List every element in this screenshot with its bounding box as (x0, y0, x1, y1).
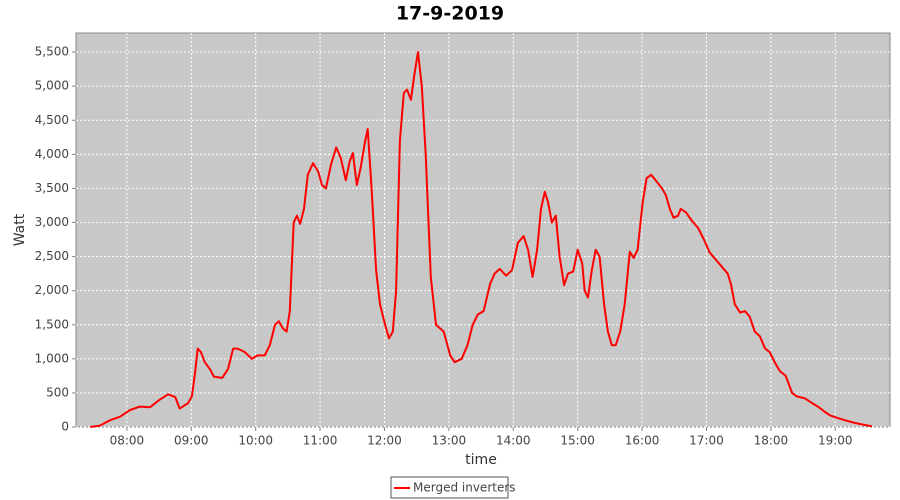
y-tick-label: 2,500 (35, 249, 69, 263)
x-tick-label: 14:00 (496, 434, 531, 448)
x-tick-label: 16:00 (625, 434, 660, 448)
chart-title: 17-9-2019 (396, 3, 504, 25)
legend-label: Merged inverters (413, 481, 516, 495)
y-axis-label: Watt (12, 213, 28, 246)
y-tick-label: 3,000 (35, 215, 69, 229)
y-tick-label: 1,500 (35, 317, 69, 331)
y-tick-label: 3,500 (35, 181, 69, 195)
y-tick-label: 500 (46, 385, 69, 399)
x-tick-label: 08:00 (110, 434, 145, 448)
plot-area (75, 32, 891, 428)
y-tick-label: 2,000 (35, 283, 69, 297)
y-tick-label: 5,000 (35, 79, 69, 93)
legend (390, 476, 509, 499)
data-line (90, 51, 873, 428)
x-tick-label: 17:00 (689, 434, 724, 448)
y-tick-label: 1,000 (35, 351, 69, 365)
y-tick-label: 5,500 (35, 45, 69, 59)
x-tick-label: 15:00 (560, 434, 595, 448)
y-tick-label: 0 (61, 420, 69, 434)
x-tick-label: 11:00 (303, 434, 338, 448)
x-tick-label: 10:00 (238, 434, 273, 448)
x-tick-label: 12:00 (367, 434, 402, 448)
y-tick-label: 4,500 (35, 113, 69, 127)
x-axis-label: time (465, 452, 497, 468)
x-tick-label: 19:00 (818, 434, 853, 448)
x-tick-label: 18:00 (754, 434, 789, 448)
y-tick-label: 4,000 (35, 147, 69, 161)
x-tick-label: 13:00 (432, 434, 467, 448)
x-tick-label: 09:00 (174, 434, 209, 448)
